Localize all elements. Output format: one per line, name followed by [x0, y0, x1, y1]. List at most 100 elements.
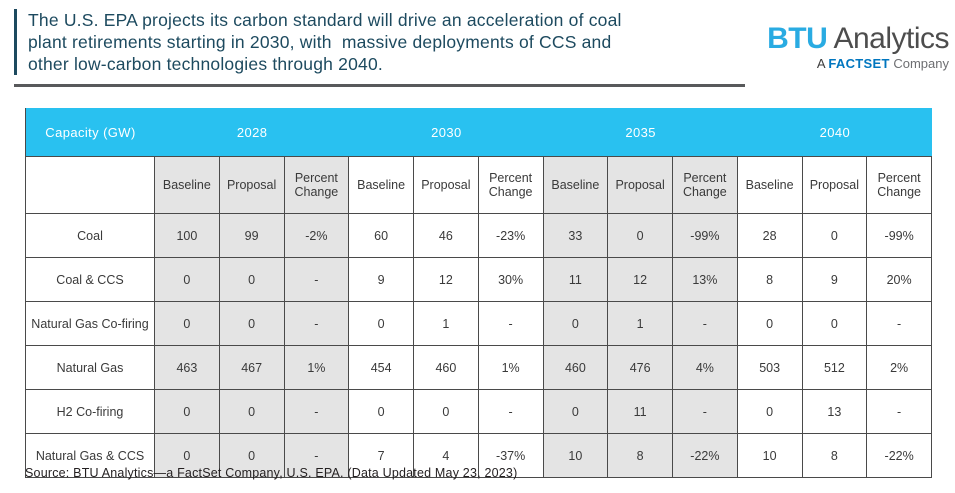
- table-cell: -: [284, 434, 350, 478]
- table-cell: 0: [802, 302, 868, 346]
- table-row-natural-gas-ccs: Natural Gas & CCS 0 0 - 7 4 -37% 10 8 -2…: [25, 434, 932, 478]
- capacity-table: Capacity (GW) 2028 2030 2035 2040 Baseli…: [25, 108, 932, 478]
- table-cell: 0: [414, 390, 479, 434]
- table-row-natural-gas-cofiring: Natural Gas Co-firing 0 0 - 0 1 - 0 1 - …: [25, 302, 932, 346]
- table-cell: -23%: [478, 214, 544, 258]
- table-cell: 0: [155, 390, 220, 434]
- table-row-coal-ccs: Coal & CCS 0 0 - 9 12 30% 11 12 13% 8 9 …: [25, 258, 932, 302]
- table-cell: 8: [737, 258, 803, 302]
- logo-btu-text: BTU: [767, 22, 828, 55]
- table-cell: 11: [608, 390, 673, 434]
- table-cell: 7: [349, 434, 414, 478]
- table-cell: 476: [608, 346, 673, 390]
- table-cell: 30%: [478, 258, 544, 302]
- row-label: Coal & CCS: [25, 258, 155, 302]
- table-cell: 0: [219, 302, 285, 346]
- year-header-2035: 2035: [543, 108, 738, 156]
- col-header-proposal: Proposal: [219, 156, 285, 214]
- table-cell: 0: [737, 390, 803, 434]
- table-cell: -: [284, 302, 350, 346]
- table-cell: -: [673, 390, 738, 434]
- logo-analytics-text: Analytics: [833, 22, 949, 55]
- table-cell: -: [867, 302, 932, 346]
- table-cell: 13%: [673, 258, 738, 302]
- table-cell: 12: [414, 258, 479, 302]
- table-cell: 1%: [284, 346, 350, 390]
- col-header-baseline: Baseline: [543, 156, 609, 214]
- table-cell: 11: [543, 258, 609, 302]
- title-accent-bar: [14, 9, 17, 75]
- table-cell: -: [284, 390, 350, 434]
- table-cell: 0: [219, 434, 285, 478]
- header-divider: [14, 84, 745, 87]
- table-cell: 33: [543, 214, 609, 258]
- col-header-proposal: Proposal: [414, 156, 479, 214]
- table-cell: 0: [155, 302, 220, 346]
- col-header-baseline: Baseline: [737, 156, 803, 214]
- table-cell: 0: [608, 214, 673, 258]
- table-cell: 0: [802, 214, 868, 258]
- logo-wordmark: BTU Analytics: [767, 22, 949, 55]
- page-title: The U.S. EPA projects its carbon standar…: [28, 10, 622, 74]
- table-cell: 9: [349, 258, 414, 302]
- col-header-baseline: Baseline: [155, 156, 220, 214]
- table-cell: 0: [349, 390, 414, 434]
- table-cell: 10: [737, 434, 803, 478]
- table-cell: 0: [543, 390, 609, 434]
- table-cell: 1: [608, 302, 673, 346]
- table-cell: 4: [414, 434, 479, 478]
- col-header-percent-change: Percent Change: [478, 156, 544, 214]
- tagline-prefix: A: [816, 56, 825, 71]
- table-cell: -22%: [867, 434, 932, 478]
- table-cell: -: [867, 390, 932, 434]
- table-cell: 12: [608, 258, 673, 302]
- table-cell: 13: [802, 390, 868, 434]
- table-cell: 1: [414, 302, 479, 346]
- table-cell: 8: [608, 434, 673, 478]
- btu-analytics-logo: BTU Analytics A FACTSET Company: [767, 22, 949, 71]
- table-cell: 503: [737, 346, 803, 390]
- table-cell: 0: [349, 302, 414, 346]
- table-cell: 463: [155, 346, 220, 390]
- table-cell: 46: [414, 214, 479, 258]
- table-cell: 0: [155, 258, 220, 302]
- table-cell: 512: [802, 346, 868, 390]
- source-note: Source: BTU Analytics—a FactSet Company,…: [25, 466, 518, 480]
- col-header-percent-change: Percent Change: [284, 156, 350, 214]
- table-row-natural-gas: Natural Gas 463 467 1% 454 460 1% 460 47…: [25, 346, 932, 390]
- tagline-factset: FACTSET: [828, 56, 890, 71]
- table-cell: 100: [155, 214, 220, 258]
- table-cell: 460: [414, 346, 479, 390]
- table-cell: -: [673, 302, 738, 346]
- table-cell: 2%: [867, 346, 932, 390]
- table-cell: 454: [349, 346, 414, 390]
- table-cell: 467: [219, 346, 285, 390]
- corner-label: Capacity (GW): [25, 108, 155, 156]
- year-header-row: Capacity (GW) 2028 2030 2035 2040: [25, 108, 932, 156]
- table-row-h2-cofiring: H2 Co-firing 0 0 - 0 0 - 0 11 - 0 13 -: [25, 390, 932, 434]
- table-cell: 0: [155, 434, 220, 478]
- row-label: Natural Gas: [25, 346, 155, 390]
- year-header-2040: 2040: [737, 108, 932, 156]
- table-cell: -: [478, 302, 544, 346]
- table-cell: -99%: [867, 214, 932, 258]
- table-cell: -2%: [284, 214, 350, 258]
- row-label: H2 Co-firing: [25, 390, 155, 434]
- table-cell: 0: [737, 302, 803, 346]
- logo-tagline: A FACTSET Company: [767, 56, 949, 71]
- table-cell: 20%: [867, 258, 932, 302]
- table-cell: -37%: [478, 434, 544, 478]
- col-header-percent-change: Percent Change: [867, 156, 932, 214]
- table-cell: 1%: [478, 346, 544, 390]
- table-cell: 9: [802, 258, 868, 302]
- col-header-proposal: Proposal: [608, 156, 673, 214]
- row-label: Coal: [25, 214, 155, 258]
- row-label: Natural Gas Co-firing: [25, 302, 155, 346]
- col-header-baseline: Baseline: [349, 156, 414, 214]
- col-header-proposal: Proposal: [802, 156, 868, 214]
- headline-block: The U.S. EPA projects its carbon standar…: [14, 9, 744, 75]
- table-cell: 28: [737, 214, 803, 258]
- table-cell: 10: [543, 434, 609, 478]
- year-header-2030: 2030: [349, 108, 544, 156]
- tagline-company: Company: [893, 56, 949, 71]
